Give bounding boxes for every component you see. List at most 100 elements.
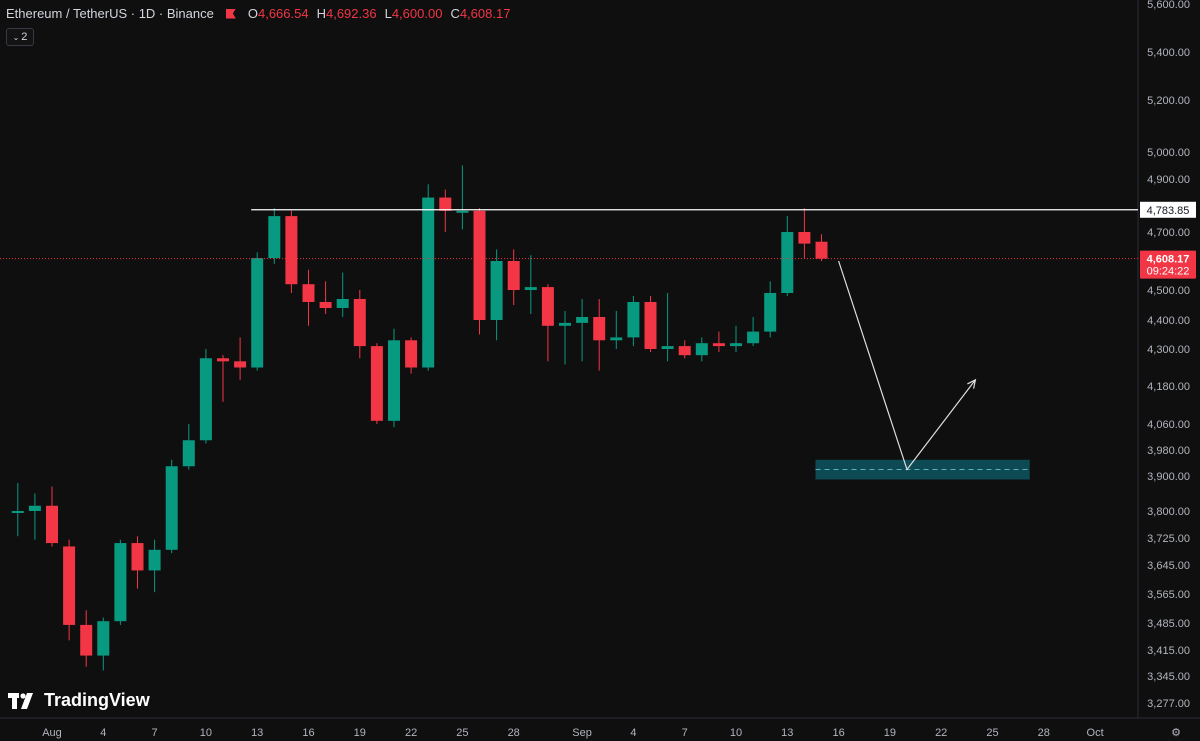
candle-body [644, 302, 657, 349]
time-tick-label: 25 [986, 727, 998, 739]
time-tick-label: 13 [781, 727, 793, 739]
candle-body [678, 346, 691, 356]
resistance-price-tag [1140, 201, 1196, 218]
indicators-count: 2 [21, 31, 28, 43]
price-tick-label: 4,700.00 [1147, 227, 1190, 239]
time-tick-label: Sep [572, 727, 592, 739]
candle-body [747, 331, 760, 344]
candle-body [234, 361, 247, 368]
price-tick-label: 5,200.00 [1147, 95, 1190, 107]
candle-body [798, 232, 811, 244]
low-label: L [384, 6, 392, 21]
price-tick-label: 5,400.00 [1147, 47, 1190, 59]
time-tick-label: 19 [884, 727, 896, 739]
bar-countdown-label: 09:24:22 [1147, 266, 1190, 278]
candles-layer [11, 165, 828, 671]
candle-body [456, 210, 469, 213]
candle-body [490, 261, 503, 320]
candle-body [302, 284, 315, 302]
settings-gear-icon[interactable]: ⚙ [1171, 727, 1181, 739]
candle-body [165, 466, 178, 550]
candle-body [63, 546, 76, 625]
candle-body [336, 299, 349, 308]
current-price-tag [1140, 250, 1196, 279]
current-price-tag-label: 4,608.17 [1147, 254, 1190, 266]
price-tick-label: 4,500.00 [1147, 285, 1190, 297]
flag-icon[interactable] [225, 8, 236, 19]
candle-body [661, 346, 674, 349]
candle-body [576, 317, 589, 323]
symbol-header: Ethereum / TetherUS · 1D · Binance O4,66… [6, 6, 510, 21]
candle-body [285, 216, 298, 285]
resistance-price-tag-label: 4,783.85 [1147, 205, 1190, 217]
price-tick-label: 3,725.00 [1147, 533, 1190, 545]
candle-body [199, 358, 212, 441]
price-tick-label: 3,800.00 [1147, 506, 1190, 518]
time-tick-label: 13 [251, 727, 263, 739]
price-tick-label: 3,277.00 [1147, 698, 1190, 710]
projection-arrow-path [838, 260, 976, 471]
price-tick-label: 4,400.00 [1147, 315, 1190, 327]
time-tick-label: 28 [508, 727, 520, 739]
candle-body [114, 543, 127, 622]
low-value: 4,600.00 [391, 6, 443, 21]
chevron-down-icon: ⌄ [12, 32, 20, 42]
candle-body [627, 302, 640, 338]
candle-body [80, 624, 93, 656]
candle-body [131, 543, 144, 571]
candle-body [268, 216, 281, 259]
time-tick-label: Aug [42, 727, 62, 739]
candle-body [815, 241, 828, 259]
high-label: H [316, 6, 326, 21]
candle-body [730, 343, 742, 347]
price-axis[interactable]: 5,600.00 5,400.00 5,200.00 5,000.00 4,900.00… [1140, 0, 1196, 710]
candle-body [524, 287, 537, 290]
time-tick-label: 7 [152, 727, 158, 739]
drawings-layer [0, 209, 1138, 480]
time-axis[interactable]: Aug 4 7 10 13 16 19 22 25 28 Sep 4 7 10 13 16 19 22 25 28 Oc… [42, 727, 1181, 739]
symbol-title[interactable]: Ethereum / TetherUS · 1D · Binance [6, 6, 214, 21]
time-tick-label: 28 [1038, 727, 1050, 739]
candle-body [370, 346, 383, 421]
price-tick-label: 3,485.00 [1147, 618, 1190, 630]
time-tick-label: 22 [405, 727, 417, 739]
candle-body [559, 322, 571, 326]
price-tick-label: 3,415.00 [1147, 645, 1190, 657]
time-tick-label: 19 [354, 727, 366, 739]
high-value: 4,692.36 [325, 6, 377, 21]
candle-body [11, 511, 24, 513]
projection-arrow-head [967, 378, 977, 389]
price-tick-label: 5,600.00 [1147, 0, 1190, 11]
candle-body [217, 358, 229, 362]
price-tick-label: 4,060.00 [1147, 419, 1190, 431]
price-tick-label: 5,000.00 [1147, 147, 1190, 159]
time-tick-label: Oct [1087, 727, 1104, 739]
time-tick-label: 22 [935, 727, 947, 739]
chart-grid [0, 0, 1200, 719]
tradingview-logo[interactable]: TradingView [8, 690, 150, 711]
candle-body [593, 317, 606, 341]
price-tick-label: 3,345.00 [1147, 671, 1190, 683]
open-value: 4,666.54 [257, 6, 309, 21]
candle-body [541, 287, 554, 326]
candle-body [695, 343, 708, 356]
time-tick-label: 25 [456, 727, 468, 739]
candle-body [28, 505, 41, 511]
candle-body [182, 440, 195, 467]
indicators-toggle-button[interactable]: ⌄ 2 [6, 28, 34, 46]
time-tick-label: 7 [682, 727, 688, 739]
close-label: C [450, 6, 460, 21]
time-tick-label: 4 [100, 727, 106, 739]
price-tick-label: 4,900.00 [1147, 174, 1190, 186]
price-tick-label: 3,980.00 [1147, 445, 1190, 457]
candle-body [148, 549, 161, 571]
candle-body [507, 261, 520, 290]
candle-body [610, 337, 623, 341]
price-tick-label: 3,900.00 [1147, 471, 1190, 483]
candle-body [781, 232, 794, 293]
time-tick-label: 4 [630, 727, 636, 739]
time-tick-label: 16 [832, 727, 844, 739]
candle-body [764, 293, 777, 332]
time-tick-label: 10 [200, 727, 212, 739]
